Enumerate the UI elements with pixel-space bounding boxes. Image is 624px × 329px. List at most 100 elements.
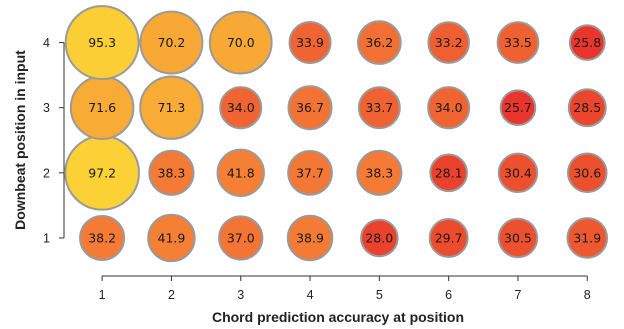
bubble-value-label: 28.5: [573, 100, 601, 115]
bubble-mark: [64, 5, 140, 81]
bubble-value-label: 25.7: [504, 100, 532, 115]
bubble-mark: [288, 21, 332, 65]
bubble-point: 30.4: [497, 152, 539, 194]
bubble-mark: [286, 214, 334, 262]
bubble-point: 31.9: [566, 217, 609, 259]
bubble-point: 33.2: [427, 21, 470, 64]
bubble-value-label: 71.3: [158, 100, 186, 115]
bubble-point: 70.0: [208, 10, 273, 75]
bubble-point: 28.0: [360, 218, 399, 258]
bubble-mark: [566, 152, 608, 194]
bubble-mark: [499, 89, 537, 126]
bubble-point: 70.2: [139, 10, 204, 75]
bubble-mark: [357, 86, 401, 130]
bubble-mark: [219, 86, 263, 130]
bubbles: 38.2 41.9 37.0 38.9 28.0 29.7 30.5 31.9 97.2 38.3…: [64, 5, 609, 263]
bubble-mark: [427, 21, 470, 64]
bubble-mark: [427, 86, 471, 130]
bubble-value-label: 38.3: [158, 165, 186, 180]
bubble-point: 33.9: [288, 21, 332, 65]
bubble-mark: [357, 20, 402, 65]
x-tick-label: 3: [237, 288, 244, 302]
bubble-point: 95.3: [64, 5, 140, 81]
bubble-value-label: 33.9: [296, 35, 324, 50]
bubble-mark: [139, 75, 204, 140]
x-tick-label: 4: [307, 288, 314, 302]
bubble-value-label: 38.2: [88, 230, 116, 245]
bubble-point: 71.6: [69, 75, 135, 140]
bubble-point: 36.2: [357, 20, 402, 65]
bubble-value-label: 38.9: [296, 230, 324, 245]
bubble-value-label: 25.8: [573, 35, 601, 50]
bubble-point: 30.5: [497, 217, 539, 259]
bubble-point: 38.3: [356, 149, 403, 196]
bubble-mark: [148, 149, 195, 196]
bubble-value-label: 34.0: [227, 100, 255, 115]
bubble-mark: [216, 148, 265, 198]
bubble-point: 30.6: [566, 152, 608, 194]
bubble-value-label: 31.9: [573, 230, 601, 245]
bubble-mark: [568, 24, 606, 61]
bubble-value-label: 28.0: [365, 230, 393, 245]
bubble-value-label: 70.2: [158, 35, 186, 50]
bubble-value-label: 41.9: [158, 230, 186, 245]
bubble-mark: [496, 21, 540, 64]
bubble-value-label: 29.7: [435, 230, 463, 245]
bubble-point: 34.0: [219, 86, 263, 130]
bubble-value-label: 70.0: [227, 35, 255, 50]
bubble-point: 36.7: [287, 85, 333, 131]
bubble-value-label: 97.2: [88, 165, 116, 180]
bubble-point: 38.9: [286, 214, 334, 262]
bubble-point: 25.7: [499, 89, 537, 126]
bubble-value-label: 36.7: [296, 100, 324, 115]
bubble-point: 71.3: [139, 75, 204, 140]
x-tick-label: 2: [168, 288, 175, 302]
bubble-point: 38.3: [148, 149, 195, 196]
bubble-mark: [356, 149, 403, 196]
bubble-mark: [147, 213, 196, 263]
bubble-point: 97.2: [64, 134, 140, 211]
bubble-mark: [218, 215, 264, 261]
bubble-value-label: 38.3: [365, 165, 393, 180]
x-tick-label: 5: [376, 288, 383, 302]
bubble-mark: [497, 152, 539, 194]
bubble-point: 33.5: [496, 21, 540, 64]
bubble-value-label: 33.5: [504, 35, 532, 50]
bubble-value-label: 30.6: [573, 165, 601, 180]
bubble-mark: [566, 217, 609, 259]
bubble-value-label: 36.2: [365, 35, 393, 50]
bubble-mark: [79, 214, 126, 261]
bubble-mark: [208, 10, 273, 75]
bubble-mark: [428, 218, 469, 258]
bubble-point: 41.9: [147, 213, 196, 263]
bubble-mark: [429, 153, 468, 193]
bubble-value-label: 30.4: [504, 165, 532, 180]
x-tick-label: 1: [99, 288, 106, 302]
bubble-value-label: 34.0: [435, 100, 463, 115]
bubble-value-label: 33.2: [435, 35, 463, 50]
bubble-mark: [287, 149, 333, 196]
bubble-point: 28.1: [429, 153, 468, 193]
x-axis-title: Chord prediction accuracy at position: [212, 309, 464, 325]
bubble-mark: [567, 88, 607, 128]
x-tick-label: 6: [445, 288, 452, 302]
bubble-point: 34.0: [427, 86, 471, 130]
bubble-mark: [287, 85, 333, 131]
x-tick-label: 8: [584, 288, 591, 302]
bubble-value-label: 95.3: [88, 35, 116, 50]
bubble-value-label: 37.7: [296, 165, 324, 180]
bubble-point: 41.8: [216, 148, 265, 198]
tick-labels: 1 2 3 4 5 6 7 8 1 2 3 4: [43, 36, 591, 302]
bubble-value-label: 33.7: [365, 100, 393, 115]
bubble-value-label: 71.6: [88, 100, 116, 115]
bubble-point: 25.8: [568, 24, 606, 61]
bubble-value-label: 30.5: [504, 230, 532, 245]
y-tick-label: 4: [43, 36, 50, 50]
bubble-point: 29.7: [428, 218, 469, 258]
bubble-value-label: 41.8: [227, 165, 255, 180]
bubble-mark: [139, 10, 204, 75]
bubble-point: 33.7: [357, 86, 401, 130]
y-tick-label: 3: [43, 101, 50, 115]
y-tick-label: 2: [43, 166, 50, 180]
